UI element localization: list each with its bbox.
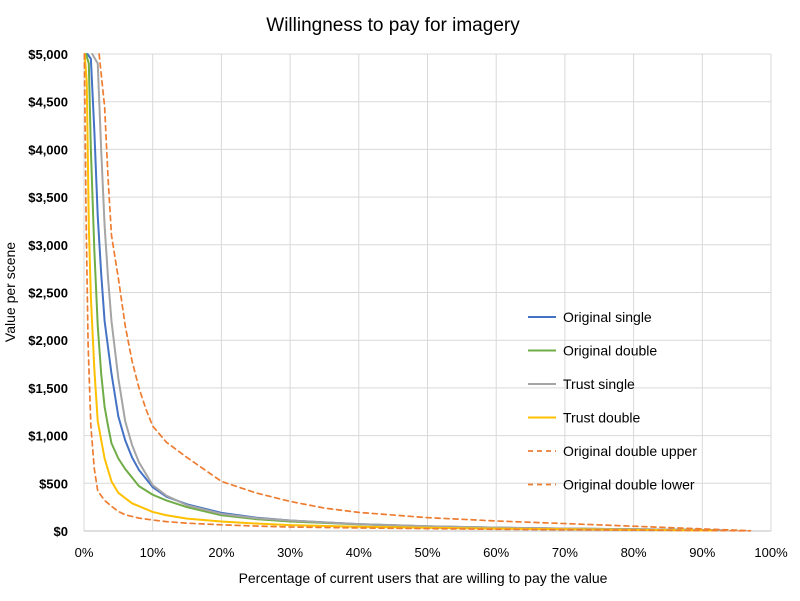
x-tick-label: 50% xyxy=(414,545,440,560)
series-line-original-double-upper xyxy=(98,53,752,532)
y-tick-label: $5,000 xyxy=(28,47,68,62)
y-tick-label: $0 xyxy=(54,524,68,539)
legend-label: Original double xyxy=(563,343,657,359)
legend: Original single Original double Trust sing… xyxy=(528,309,697,493)
y-tick-label: $2,000 xyxy=(28,333,68,348)
series-line-original-double-lower xyxy=(83,53,752,532)
x-axis-label: Percentage of current users that are wil… xyxy=(239,570,608,586)
series-line-trust-single xyxy=(91,53,724,532)
y-tick-label: $2,500 xyxy=(28,286,68,301)
y-tick-label: $3,000 xyxy=(28,238,68,253)
legend-label: Original double lower xyxy=(563,477,695,493)
x-tick-label: 80% xyxy=(621,545,647,560)
plot-area xyxy=(83,53,752,532)
y-tick-label: $3,500 xyxy=(28,190,68,205)
legend-label: Original double upper xyxy=(563,443,697,459)
x-tick-label: 90% xyxy=(689,545,715,560)
y-tick-label: $4,500 xyxy=(28,95,68,110)
x-tick-label: 40% xyxy=(346,545,372,560)
x-tick-label: 70% xyxy=(552,545,578,560)
y-tick-label: $1,500 xyxy=(28,381,68,396)
x-tick-label: 100% xyxy=(754,545,788,560)
grid xyxy=(83,53,772,532)
x-tick-label: 20% xyxy=(208,545,234,560)
legend-label: Original single xyxy=(563,309,652,325)
x-tick-label: 30% xyxy=(277,545,303,560)
chart-title: Willingness to pay for imagery xyxy=(266,15,520,36)
x-tick-label: 60% xyxy=(483,545,509,560)
y-tick-labels: $0 $500 $1,000 $1,500 $2,000 $2,500 $3,000 $3,5… xyxy=(28,47,68,539)
x-tick-label: 0% xyxy=(75,545,94,560)
x-tick-label: 10% xyxy=(140,545,166,560)
legend-label: Trust single xyxy=(563,376,635,392)
y-tick-label: $1,000 xyxy=(28,429,68,444)
y-tick-label: $4,000 xyxy=(28,142,68,157)
legend-label: Trust double xyxy=(563,410,641,426)
x-tick-labels: 0% 10% 20% 30% 40% 50% 60% 70% 80% 90% 100% xyxy=(75,545,788,560)
y-tick-label: $500 xyxy=(39,476,68,491)
y-axis-label: Value per scene xyxy=(2,242,18,342)
